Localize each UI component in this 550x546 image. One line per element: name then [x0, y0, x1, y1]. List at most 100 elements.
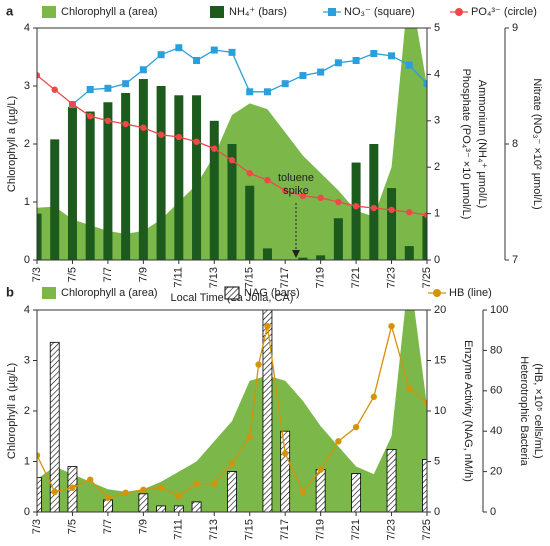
marker [246, 434, 253, 441]
marker [370, 204, 378, 212]
marker [228, 157, 236, 164]
bar [280, 430, 291, 512]
marker [281, 450, 289, 457]
panel-label: b [6, 284, 14, 299]
x-tick-label: 7/23 [385, 519, 397, 540]
legend-swatch [455, 8, 463, 16]
y2-tick-label: 15 [434, 354, 446, 366]
marker [299, 192, 307, 200]
marker [122, 120, 129, 128]
legend-swatch [42, 6, 56, 18]
legend-swatch [328, 8, 336, 16]
panel-label: a [6, 3, 14, 18]
marker [246, 170, 253, 177]
marker [37, 452, 41, 459]
marker [405, 61, 413, 69]
bar [386, 448, 397, 512]
x-tick-label: 7/25 [421, 519, 433, 540]
x-tick-label: 7/11 [173, 267, 185, 288]
marker [263, 88, 271, 96]
marker [388, 206, 395, 214]
marker [370, 50, 378, 58]
y-tick-label: 0 [24, 254, 30, 266]
marker [335, 438, 342, 445]
bar [404, 246, 414, 260]
marker [193, 480, 200, 487]
marker [86, 112, 94, 120]
y-tick-label: 2 [24, 405, 30, 417]
bar [298, 257, 308, 260]
x-tick-label: 7/3 [31, 267, 43, 282]
x-tick-label: 7/9 [137, 267, 149, 282]
marker [423, 211, 427, 219]
y-tick-label: 2 [24, 138, 30, 150]
bar [50, 139, 60, 260]
marker [193, 138, 200, 145]
x-tick-label: 7/17 [279, 519, 291, 540]
marker [122, 489, 129, 497]
x-tick-label: 7/17 [279, 267, 291, 288]
marker [352, 56, 360, 64]
y3-tick-label: 100 [490, 304, 508, 316]
marker [264, 176, 271, 184]
bar [316, 255, 326, 260]
bar [67, 106, 77, 260]
marker [140, 124, 147, 131]
x-tick-label: 7/25 [421, 267, 433, 288]
marker [211, 480, 218, 487]
panel-b: Chlorophyll a (area) NAG (bars) HB (line) 0… [6, 286, 544, 540]
annotation: toluene [278, 172, 314, 184]
marker [281, 80, 289, 88]
marker [388, 322, 395, 330]
bar [422, 215, 427, 260]
y-axis-title: Chlorophyll a (µg/L) [6, 363, 18, 459]
annotation: spike [283, 185, 309, 197]
marker [51, 488, 58, 495]
marker [157, 51, 165, 59]
marker [228, 48, 236, 56]
marker [406, 385, 413, 392]
legend-label: Chlorophyll a (area) [61, 6, 158, 18]
marker [423, 80, 427, 88]
marker [299, 488, 307, 495]
y2-tick-label: 2 [434, 161, 440, 173]
marker [352, 423, 360, 431]
plot-area [37, 28, 427, 260]
y3-axis-title: (HB, ×10⁵ cells/mL) [532, 363, 544, 458]
bar [138, 79, 148, 260]
y3-tick-label: 8 [512, 138, 518, 150]
y2-tick-label: 20 [434, 304, 446, 316]
bar [156, 86, 166, 260]
bar [369, 144, 379, 260]
x-tick-label: 7/23 [385, 267, 397, 288]
y-tick-label: 4 [24, 22, 30, 34]
bar [121, 92, 131, 260]
y3-tick-label: 0 [490, 506, 496, 518]
marker [69, 484, 76, 491]
marker [157, 484, 165, 491]
x-tick-label: 7/5 [66, 519, 78, 534]
marker [388, 52, 396, 60]
marker [281, 187, 289, 194]
x-tick-label: 7/7 [102, 267, 114, 282]
marker [211, 145, 218, 152]
bar [227, 144, 237, 260]
bar [351, 162, 361, 260]
x-tick-label: 7/15 [244, 519, 256, 540]
marker [317, 68, 325, 76]
y-tick-label: 0 [24, 506, 30, 518]
marker [334, 59, 342, 67]
bar [387, 188, 397, 260]
marker [37, 72, 41, 79]
y2-tick-label: 4 [434, 68, 440, 80]
x-tick-label: 7/19 [315, 519, 327, 540]
marker [264, 322, 271, 330]
bar [37, 213, 42, 260]
y2-tick-label: 0 [434, 506, 440, 518]
y3-tick-label: 20 [490, 466, 502, 478]
marker [175, 133, 183, 141]
x-tick-label: 7/15 [244, 267, 256, 288]
bar [422, 459, 427, 512]
marker [86, 476, 94, 483]
